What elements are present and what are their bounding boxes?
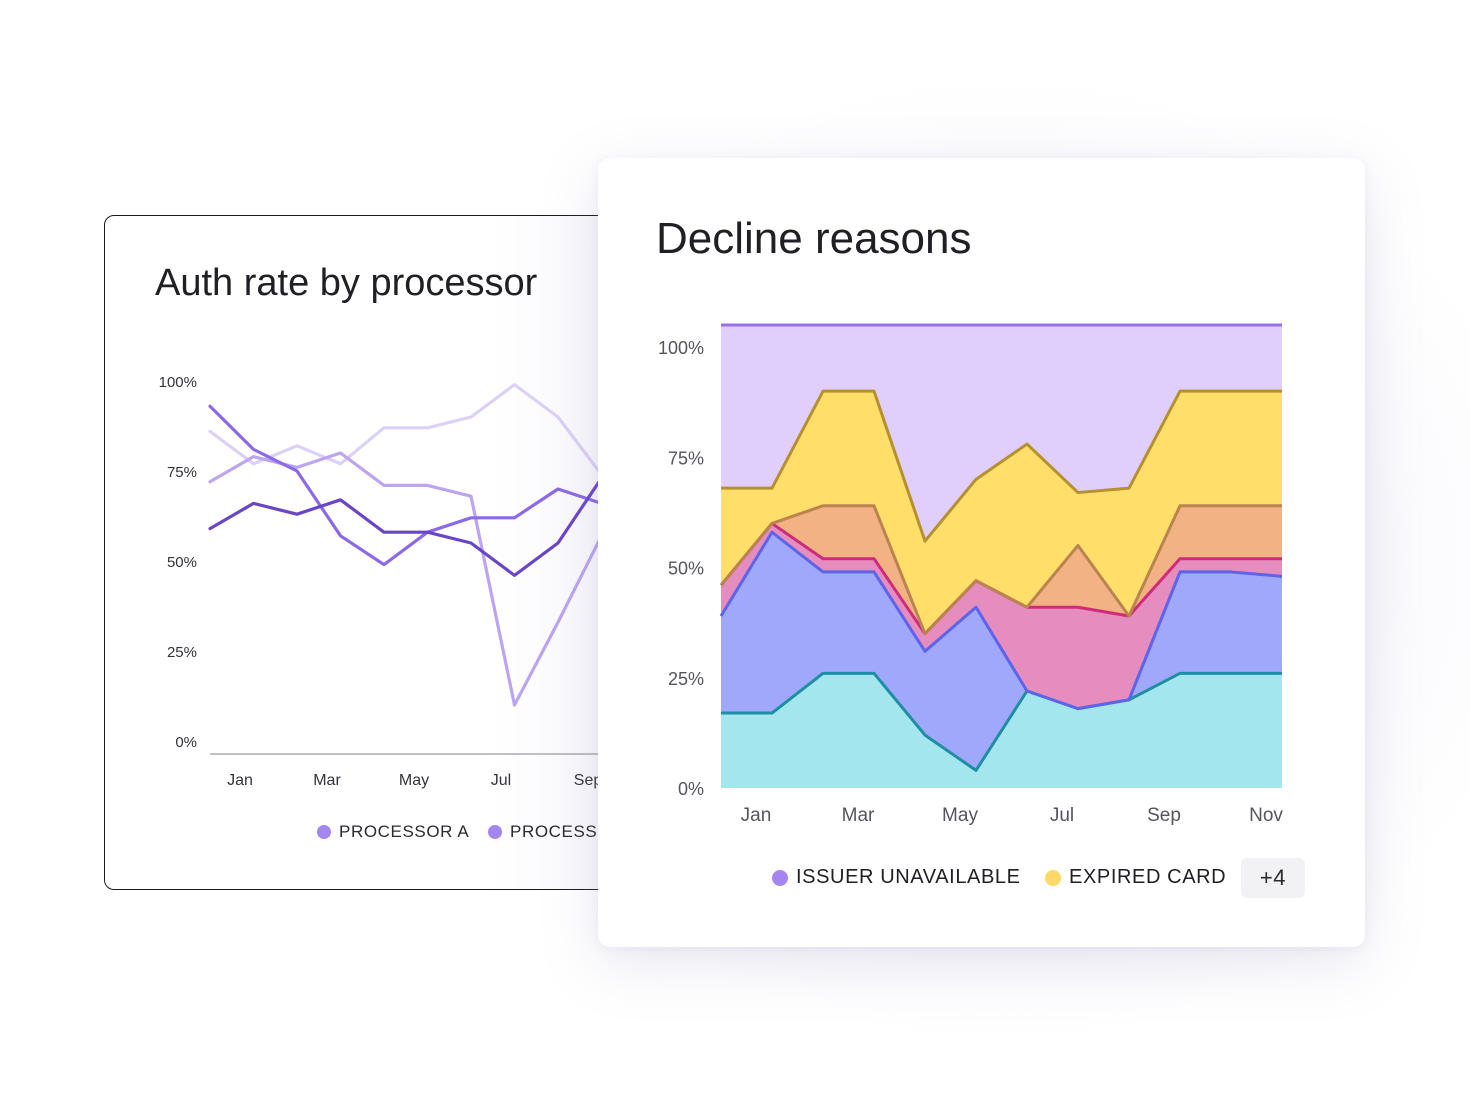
x-tick-label: Nov	[1249, 805, 1283, 826]
x-tick-label: Sep	[574, 772, 603, 789]
x-tick-label: May	[942, 805, 978, 826]
processor-b-dot-icon	[488, 825, 502, 839]
x-tick-label: Jul	[491, 772, 511, 789]
y-tick-label: 0%	[678, 779, 704, 799]
x-tick-label: Mar	[313, 772, 341, 789]
decline-reasons-legend: ISSUER UNAVAILABLE EXPIRED CARD +4	[598, 858, 1365, 898]
y-tick-label: 100%	[658, 338, 704, 358]
y-tick-label: 50%	[668, 559, 704, 579]
legend-item-processor-b[interactable]: PROCESSO	[488, 822, 611, 842]
y-tick-label: 100%	[159, 374, 197, 391]
expired-card-dot-icon	[1045, 869, 1061, 886]
legend-label-expired-card: EXPIRED CARD	[1069, 866, 1227, 888]
legend-label-processor-a: PROCESSOR A	[339, 822, 470, 841]
series-line-3	[208, 404, 604, 567]
series-line-4	[208, 476, 604, 577]
y-tick-label: 75%	[167, 464, 197, 481]
area-boundary-line-1	[721, 671, 1282, 772]
y-tick-label: 25%	[167, 644, 197, 661]
area-band-1	[721, 673, 1282, 788]
x-tick-label: Jan	[227, 772, 253, 789]
decline-reasons-card: Decline reasons 100% 75% 50% 25% 0% Jan Mar May…	[598, 158, 1365, 947]
y-tick-label: 50%	[167, 554, 197, 571]
issuer-unavailable-dot-icon	[772, 869, 788, 886]
legend-item-processor-a[interactable]: PROCESSOR A	[317, 822, 469, 842]
series-line-1	[208, 383, 604, 477]
decline-reasons-title: Decline reasons	[656, 214, 972, 263]
decline-reasons-area-chart: 100% 75% 50% 25% 0% Jan Mar May Jul Sep Nov	[658, 323, 1283, 826]
series-line-2	[208, 451, 604, 707]
auth-rate-line-chart: 100% 75% 50% 25% 0% Jan Mar May Jul Sep	[159, 374, 723, 789]
x-tick-label: May	[399, 772, 429, 789]
x-tick-label: Mar	[842, 805, 875, 826]
x-tick-label: Sep	[1147, 805, 1181, 826]
legend-item-expired-card[interactable]: EXPIRED CARD	[1045, 866, 1226, 889]
legend-label-processor-b: PROCESSO	[510, 822, 612, 841]
x-tick-label: Jan	[741, 805, 772, 826]
area-boundary-line-5	[721, 389, 1282, 543]
legend-label-issuer-unavailable: ISSUER UNAVAILABLE	[796, 866, 1021, 888]
more-legend-button[interactable]: +4	[1241, 858, 1305, 898]
x-tick-label: Jul	[1050, 805, 1074, 826]
area-boundary-line-2	[719, 530, 1283, 711]
area-boundary-line-4	[719, 504, 1282, 636]
y-tick-label: 25%	[668, 669, 704, 689]
y-tick-label: 0%	[175, 734, 197, 751]
y-tick-label: 75%	[668, 448, 704, 468]
processor-a-dot-icon	[317, 825, 331, 839]
auth-rate-title: Auth rate by processor	[155, 262, 538, 304]
legend-item-issuer-unavailable[interactable]: ISSUER UNAVAILABLE	[772, 866, 1021, 889]
